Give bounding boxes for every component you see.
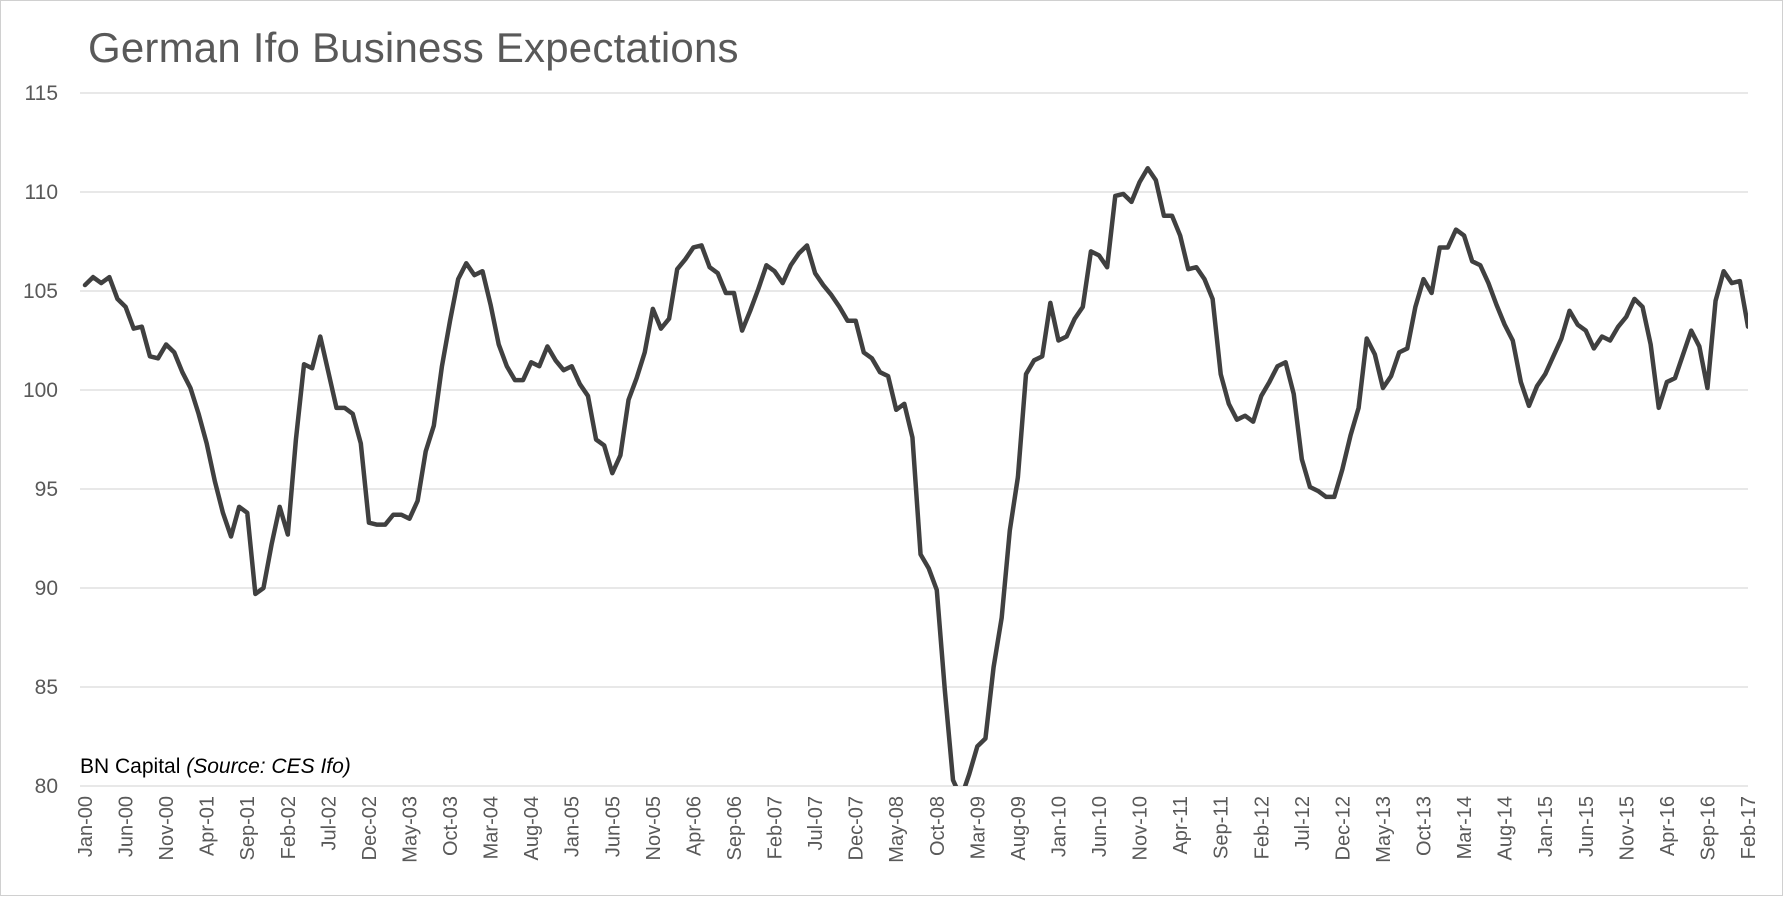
x-tick-label: Dec-07 [846, 796, 868, 860]
x-tick-label: Feb-12 [1251, 796, 1273, 859]
x-tick-label: Feb-07 [765, 796, 787, 859]
x-tick-label: Apr-01 [197, 796, 219, 856]
y-tick-label: 90 [35, 577, 58, 600]
x-tick-label: Feb-17 [1738, 796, 1760, 859]
source-annotation: BN Capital (Source: CES Ifo) [80, 755, 355, 779]
x-tick-label: Jun-15 [1576, 796, 1598, 857]
x-tick-label: Dec-12 [1332, 796, 1354, 860]
y-tick-label: 85 [35, 676, 58, 699]
y-tick-label: 115 [25, 82, 58, 105]
y-tick-label: 95 [35, 478, 58, 501]
x-tick-label: Jul-02 [318, 796, 340, 850]
x-tick-label: Sep-11 [1211, 796, 1233, 859]
x-tick-label: Oct-08 [927, 796, 949, 856]
x-tick-label: Nov-00 [156, 796, 178, 860]
x-tick-label: Apr-11 [1170, 796, 1192, 855]
series-layer [82, 165, 1748, 786]
x-tick-label: Apr-06 [683, 796, 705, 856]
x-tick-label: Aug-04 [521, 796, 543, 861]
x-tick-label: Jan-05 [562, 796, 584, 857]
gridlines [80, 92, 1748, 787]
x-tick-label: Oct-03 [440, 796, 462, 856]
y-tick-label: 110 [25, 181, 58, 204]
x-tick-label: Jan-10 [1048, 796, 1070, 857]
x-tick-label: Nov-15 [1616, 796, 1638, 860]
x-tick-label: Mar-14 [1454, 796, 1476, 859]
x-tick-label: Sep-06 [724, 796, 746, 861]
x-tick-label: Jan-15 [1535, 796, 1557, 857]
series-line [82, 165, 1748, 786]
x-tick-label: Aug-09 [1008, 796, 1030, 861]
x-tick-label: Sep-01 [237, 796, 259, 861]
y-axis-tick-labels: 80 85 90 95 100 105 110 115 [23, 82, 58, 798]
x-tick-label: Oct-13 [1414, 796, 1436, 856]
x-tick-label: Jan-00 [75, 796, 97, 857]
x-tick-label: Mar-09 [967, 796, 989, 859]
chart-title: German Ifo Business Expectations [88, 24, 739, 71]
x-tick-label: Aug-14 [1495, 796, 1517, 861]
x-tick-label: Nov-05 [643, 796, 665, 860]
x-tick-label: May-03 [399, 796, 421, 863]
y-tick-label: 105 [23, 280, 58, 303]
x-tick-label: Nov-10 [1130, 796, 1152, 860]
x-tick-label: Apr-16 [1657, 796, 1679, 856]
x-tick-label: Jul-07 [805, 796, 827, 850]
x-tick-label: May-08 [886, 796, 908, 863]
source-brand: BN Capital [80, 755, 181, 778]
x-tick-label: Jun-05 [602, 796, 624, 857]
x-tick-label: Jul-12 [1292, 796, 1314, 850]
x-tick-label: Jun-00 [116, 796, 138, 857]
x-tick-label: Dec-02 [359, 796, 381, 860]
y-tick-label: 100 [23, 379, 58, 402]
y-tick-label: 80 [35, 775, 58, 798]
x-tick-label: Mar-04 [481, 796, 503, 859]
source-note: (Source: CES Ifo) [186, 755, 351, 778]
x-tick-label: Feb-02 [278, 796, 300, 859]
x-tick-label: Sep-16 [1697, 796, 1719, 861]
x-axis-tick-labels: Jan-00 Jun-00 Nov-00 Apr-01 Sep-01 Feb-02 Jul-… [75, 796, 1760, 863]
x-tick-label: Jun-10 [1089, 796, 1111, 857]
x-tick-label: May-13 [1373, 796, 1395, 863]
